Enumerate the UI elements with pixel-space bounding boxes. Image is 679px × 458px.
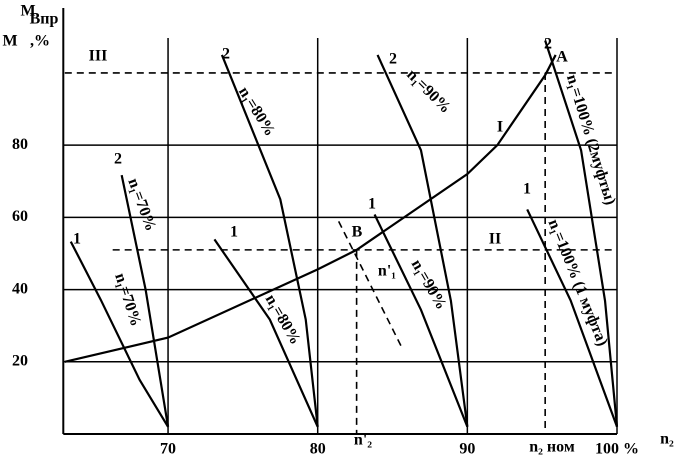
annotation: II <box>489 231 501 248</box>
x-tick-label: 70 <box>160 441 176 458</box>
curve <box>373 214 469 428</box>
curve <box>526 208 619 428</box>
curve <box>376 54 469 427</box>
y-tick-label: 40 <box>12 280 28 297</box>
annotation: n₁=70% <box>124 176 159 233</box>
annotation: 2 <box>544 36 552 53</box>
annotation: 2 <box>222 46 230 63</box>
annotation: n'₂ <box>354 432 372 449</box>
y-tick-label: 20 <box>12 352 28 369</box>
x-tick-label: 100 % <box>595 441 639 458</box>
x-tick-label: 90 <box>459 441 475 458</box>
annotation: 1 <box>523 181 531 198</box>
curve <box>69 241 169 428</box>
curve <box>64 54 557 363</box>
annotation: 1 <box>368 196 376 213</box>
annotation: ,% <box>30 33 50 50</box>
annotation: M <box>20 3 35 20</box>
y-tick-label: 80 <box>12 136 28 153</box>
curve <box>544 40 619 427</box>
curve <box>220 54 319 427</box>
annotation: M <box>2 33 17 50</box>
curve <box>213 238 319 428</box>
annotation: n₂ ном <box>529 439 575 456</box>
annotation: 2 <box>114 151 122 168</box>
annotation: Впр <box>30 11 59 28</box>
x-tick-label: 80 <box>310 441 326 458</box>
annotation: n₁=100% (2муфты) <box>563 73 619 207</box>
curve <box>120 174 170 427</box>
annotation: n₁=80% <box>262 292 304 348</box>
annotation: 1 <box>73 231 81 248</box>
annotation: B <box>352 224 363 241</box>
annotation: n₂ <box>660 431 674 448</box>
y-tick-label: 60 <box>12 208 28 225</box>
annotation: 1 <box>230 224 238 241</box>
annotation: n'₁ <box>378 263 396 280</box>
annotation: n₁=80% <box>235 84 278 139</box>
annotation: 2 <box>389 51 397 68</box>
annotation: III <box>89 48 108 65</box>
annotation: n₁=70% <box>111 271 144 328</box>
annotation: A <box>556 49 568 66</box>
annotation: n₁=100% (1 муфта) <box>545 217 611 349</box>
annotation: I <box>497 119 503 136</box>
